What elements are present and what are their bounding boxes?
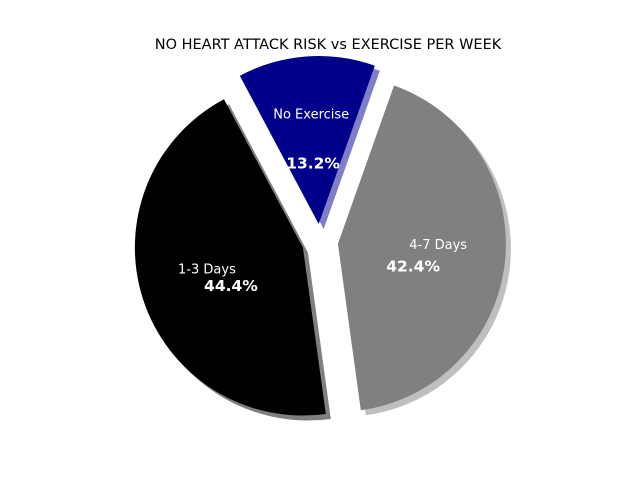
slice-percent-4-7-days: 42.4% (386, 258, 440, 276)
slice-label-no-exercise: No Exercise (273, 108, 349, 123)
pie-slice-4-7-days (337, 85, 506, 411)
chart-title: NO HEART ATTACK RISK vs EXERCISE PER WEE… (155, 37, 502, 53)
slice-percent-no-exercise: 13.2% (286, 155, 340, 173)
slice-label-1-3-days: 1-3 Days (178, 263, 236, 278)
slice-percent-1-3-days: 44.4% (204, 277, 258, 295)
slice-label-4-7-days: 4-7 Days (409, 238, 467, 253)
pie-slices (134, 56, 506, 416)
pie-slice-1-3-days (134, 99, 326, 416)
pie-slice-no-exercise (239, 56, 375, 225)
